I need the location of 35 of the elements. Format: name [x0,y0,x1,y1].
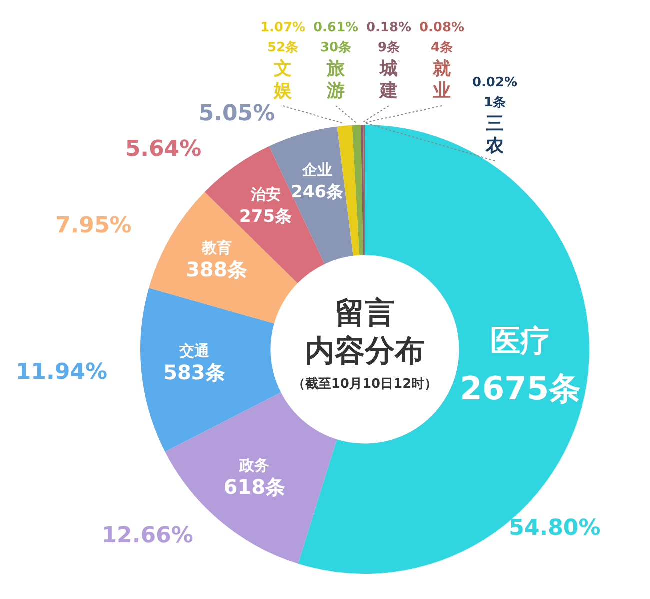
data-label: 30条 [320,40,352,56]
data-label: 4条 [430,40,454,56]
text: 7.95% [55,213,132,238]
slice-label: 治安 [250,186,281,204]
text: 5.64% [125,136,202,162]
text: 0.61% [313,20,359,36]
text: 54.80% [509,516,601,542]
slice-label: 就业 [432,58,451,102]
slice-label: 城建 [378,58,398,102]
slice-label: 交通 [178,342,210,360]
slice-label: 教育 [200,239,232,258]
slice-label: 文娱 [273,58,293,102]
data-label: 388条 [186,258,248,282]
slice-label: 旅游 [326,58,346,102]
text: 1.07% [260,20,306,36]
data-label: 1条 [484,95,506,110]
slice-label: 企业 [301,160,332,179]
data-label: 52条 [267,40,299,56]
text: 11.94% [16,360,108,386]
data-label: 9条 [378,40,400,56]
data-label: 275条 [240,207,292,228]
slice-label: 医疗 [490,324,551,359]
text: （截至10月10日12时） [291,376,439,393]
data-label: 618条 [224,474,286,499]
data-label: 246条 [291,182,344,202]
text: 留言内容分布 [304,295,426,371]
text: 0.18% [366,20,412,36]
text: 12.66% [102,523,194,548]
slice-label: 政务 [238,456,270,475]
text: 0.02% [472,75,518,90]
data-label: 2675条 [460,369,582,408]
text: 0.08% [419,20,465,36]
text: 5.05% [198,101,276,126]
data-label: 583条 [164,360,226,384]
slice-label: 三农 [485,114,505,157]
